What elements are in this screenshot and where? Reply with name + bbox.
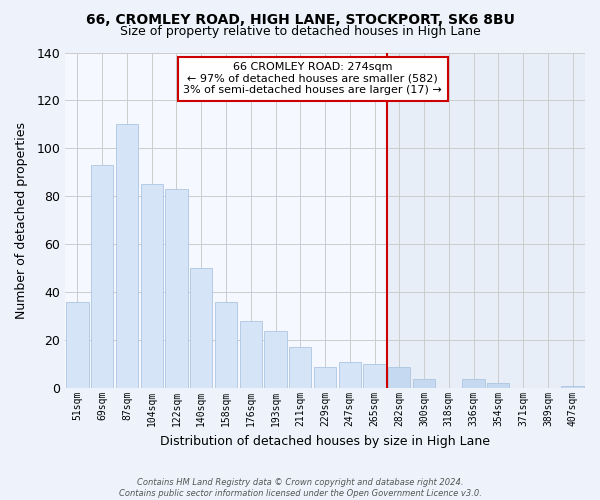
Bar — [387, 52, 585, 388]
Bar — [190, 268, 212, 388]
Bar — [215, 302, 237, 388]
Bar — [364, 364, 386, 388]
X-axis label: Distribution of detached houses by size in High Lane: Distribution of detached houses by size … — [160, 434, 490, 448]
Bar — [289, 348, 311, 388]
Bar — [166, 189, 188, 388]
Bar — [140, 184, 163, 388]
Bar — [239, 321, 262, 388]
Bar — [116, 124, 138, 388]
Bar — [463, 378, 485, 388]
Bar — [388, 366, 410, 388]
Bar — [91, 165, 113, 388]
Text: Contains HM Land Registry data © Crown copyright and database right 2024.
Contai: Contains HM Land Registry data © Crown c… — [119, 478, 481, 498]
Bar — [562, 386, 584, 388]
Text: 66 CROMLEY ROAD: 274sqm
← 97% of detached houses are smaller (582)
3% of semi-de: 66 CROMLEY ROAD: 274sqm ← 97% of detache… — [183, 62, 442, 96]
Y-axis label: Number of detached properties: Number of detached properties — [15, 122, 28, 319]
Bar — [67, 302, 89, 388]
Bar — [265, 330, 287, 388]
Text: Size of property relative to detached houses in High Lane: Size of property relative to detached ho… — [119, 25, 481, 38]
Bar — [314, 366, 336, 388]
Bar — [413, 378, 435, 388]
Text: 66, CROMLEY ROAD, HIGH LANE, STOCKPORT, SK6 8BU: 66, CROMLEY ROAD, HIGH LANE, STOCKPORT, … — [86, 12, 514, 26]
Bar — [338, 362, 361, 388]
Bar — [487, 384, 509, 388]
